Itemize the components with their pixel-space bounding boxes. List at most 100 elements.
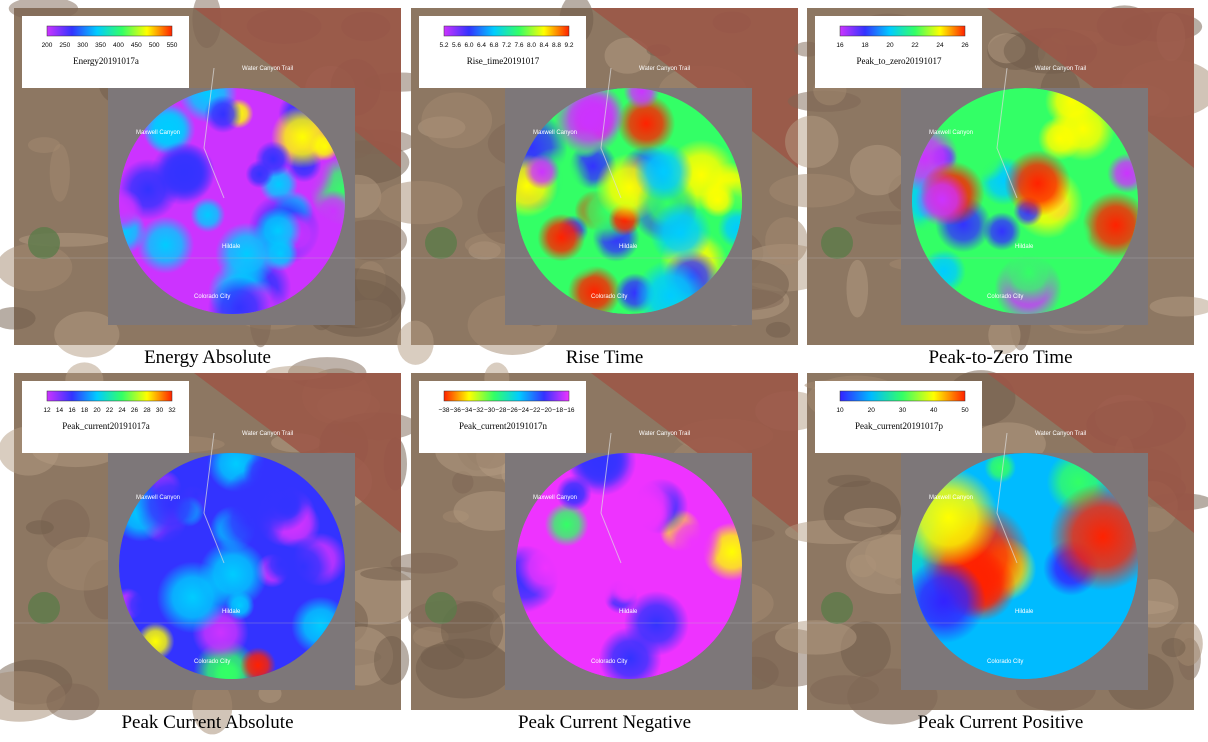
place-label: Colorado City bbox=[987, 294, 1023, 300]
colorbar-tick: 30 bbox=[899, 407, 907, 414]
place-label: Hildale bbox=[1015, 609, 1034, 615]
colorbar-tick: 28 bbox=[143, 407, 151, 414]
place-label: Colorado City bbox=[591, 659, 627, 665]
colorbar-tick: 5.6 bbox=[452, 42, 461, 49]
colorbar-tick: −22 bbox=[529, 407, 540, 414]
place-label: Water Canyon Trail bbox=[242, 431, 293, 437]
heatmap bbox=[119, 88, 345, 314]
place-label: Water Canyon Trail bbox=[1035, 431, 1086, 437]
road bbox=[600, 67, 622, 199]
colorbar-title: Rise_time20191017 bbox=[467, 56, 540, 66]
colorbar-tick: 300 bbox=[77, 42, 88, 49]
road bbox=[996, 67, 1018, 199]
caption: Peak-to-Zero Time bbox=[928, 347, 1072, 368]
caption: Peak Current Positive bbox=[918, 712, 1084, 733]
red-cliffs bbox=[194, 8, 401, 168]
colorbar-tick: −36 bbox=[450, 407, 461, 414]
place-label: Water Canyon Trail bbox=[639, 66, 690, 72]
place-label: Hildale bbox=[222, 244, 241, 250]
field bbox=[821, 227, 853, 259]
place-label: Colorado City bbox=[987, 659, 1023, 665]
colorbar-tick: 14 bbox=[56, 407, 64, 414]
place-label: Hildale bbox=[222, 609, 241, 615]
caption: Rise Time bbox=[566, 347, 644, 368]
colorbar bbox=[46, 25, 173, 37]
heatmap bbox=[912, 88, 1138, 314]
heatmap bbox=[119, 453, 345, 679]
colorbar-tick: 550 bbox=[167, 42, 178, 49]
colorbar-tick: 40 bbox=[930, 407, 938, 414]
colorbar-title: Peak_current20191017p bbox=[855, 421, 943, 431]
place-label: Hildale bbox=[1015, 244, 1034, 250]
colorbar-tick: −34 bbox=[461, 407, 472, 414]
colorbar-tick: 24 bbox=[936, 42, 944, 49]
colorbar-title: Peak_current20191017a bbox=[62, 421, 149, 431]
place-label: Maxwell Canyon bbox=[136, 495, 180, 501]
colorbar-tick: 18 bbox=[81, 407, 89, 414]
red-cliffs bbox=[987, 373, 1194, 533]
colorbar-tick: 200 bbox=[42, 42, 53, 49]
colorbar-tick: 16 bbox=[836, 42, 844, 49]
colorbar-tick: 32 bbox=[168, 407, 176, 414]
colorbar-tick: 10 bbox=[836, 407, 844, 414]
colorbar-tick: 30 bbox=[156, 407, 164, 414]
colorbar-tick: 7.2 bbox=[502, 42, 511, 49]
red-cliffs bbox=[591, 8, 798, 168]
colorbar-tick: −32 bbox=[473, 407, 484, 414]
field bbox=[28, 227, 60, 259]
place-label: Maxwell Canyon bbox=[929, 495, 973, 501]
colorbar-tick: 6.4 bbox=[477, 42, 486, 49]
place-label: Colorado City bbox=[194, 659, 230, 665]
colorbar bbox=[839, 25, 966, 37]
place-label: Maxwell Canyon bbox=[533, 130, 577, 136]
field bbox=[821, 592, 853, 624]
field bbox=[425, 592, 457, 624]
colorbar-tick: −28 bbox=[495, 407, 506, 414]
colorbar-tick: −16 bbox=[563, 407, 574, 414]
colorbar-tick: 50 bbox=[961, 407, 969, 414]
colorbar-tick: 350 bbox=[95, 42, 106, 49]
colorbar-tick: 6.0 bbox=[464, 42, 473, 49]
road bbox=[203, 432, 225, 564]
colorbar-tick: −30 bbox=[484, 407, 495, 414]
map-panel: Water Canyon Trail Maxwell Canyon Hildale C… bbox=[0, 357, 431, 735]
map-panel: Water Canyon Trail Maxwell Canyon Hildale C… bbox=[775, 370, 1208, 725]
place-label: Colorado City bbox=[194, 294, 230, 300]
colorbar bbox=[46, 390, 173, 402]
road bbox=[600, 432, 622, 564]
colorbar-tick: 16 bbox=[68, 407, 76, 414]
road bbox=[203, 67, 225, 199]
colorbar bbox=[443, 25, 570, 37]
colorbar-tick: 26 bbox=[131, 407, 139, 414]
colorbar-tick: 20 bbox=[868, 407, 876, 414]
colorbar-tick: 450 bbox=[131, 42, 142, 49]
colorbar-tick: 8.0 bbox=[527, 42, 536, 49]
red-cliffs bbox=[591, 373, 798, 533]
colorbar-tick: −20 bbox=[541, 407, 552, 414]
colorbar-tick: −26 bbox=[507, 407, 518, 414]
road bbox=[996, 432, 1018, 564]
place-label: Hildale bbox=[619, 609, 638, 615]
place-label: Colorado City bbox=[591, 294, 627, 300]
heatmap bbox=[516, 453, 742, 679]
colorbar-tick: 12 bbox=[43, 407, 51, 414]
place-label: Water Canyon Trail bbox=[242, 66, 293, 72]
colorbar-title: Peak_to_zero20191017 bbox=[857, 56, 942, 66]
caption: Peak Current Absolute bbox=[121, 712, 293, 733]
colorbar-tick: 20 bbox=[886, 42, 894, 49]
colorbar-tick: 22 bbox=[911, 42, 919, 49]
place-label: Maxwell Canyon bbox=[533, 495, 577, 501]
field bbox=[28, 592, 60, 624]
map-panel: Water Canyon Trail Maxwell Canyon Hildale C… bbox=[377, 0, 834, 365]
colorbar-tick: 6.8 bbox=[489, 42, 498, 49]
caption: Peak Current Negative bbox=[518, 712, 691, 733]
colorbar-tick: 20 bbox=[93, 407, 101, 414]
colorbar-tick: 26 bbox=[961, 42, 969, 49]
colorbar bbox=[839, 390, 966, 402]
colorbar-title: Peak_current20191017n bbox=[459, 421, 547, 431]
place-label: Hildale bbox=[619, 244, 638, 250]
place-label: Maxwell Canyon bbox=[136, 130, 180, 136]
map-panel: Water Canyon Trail Maxwell Canyon Hildale C… bbox=[769, 5, 1208, 355]
colorbar-tick: −24 bbox=[518, 407, 529, 414]
colorbar-tick: 8.4 bbox=[539, 42, 548, 49]
